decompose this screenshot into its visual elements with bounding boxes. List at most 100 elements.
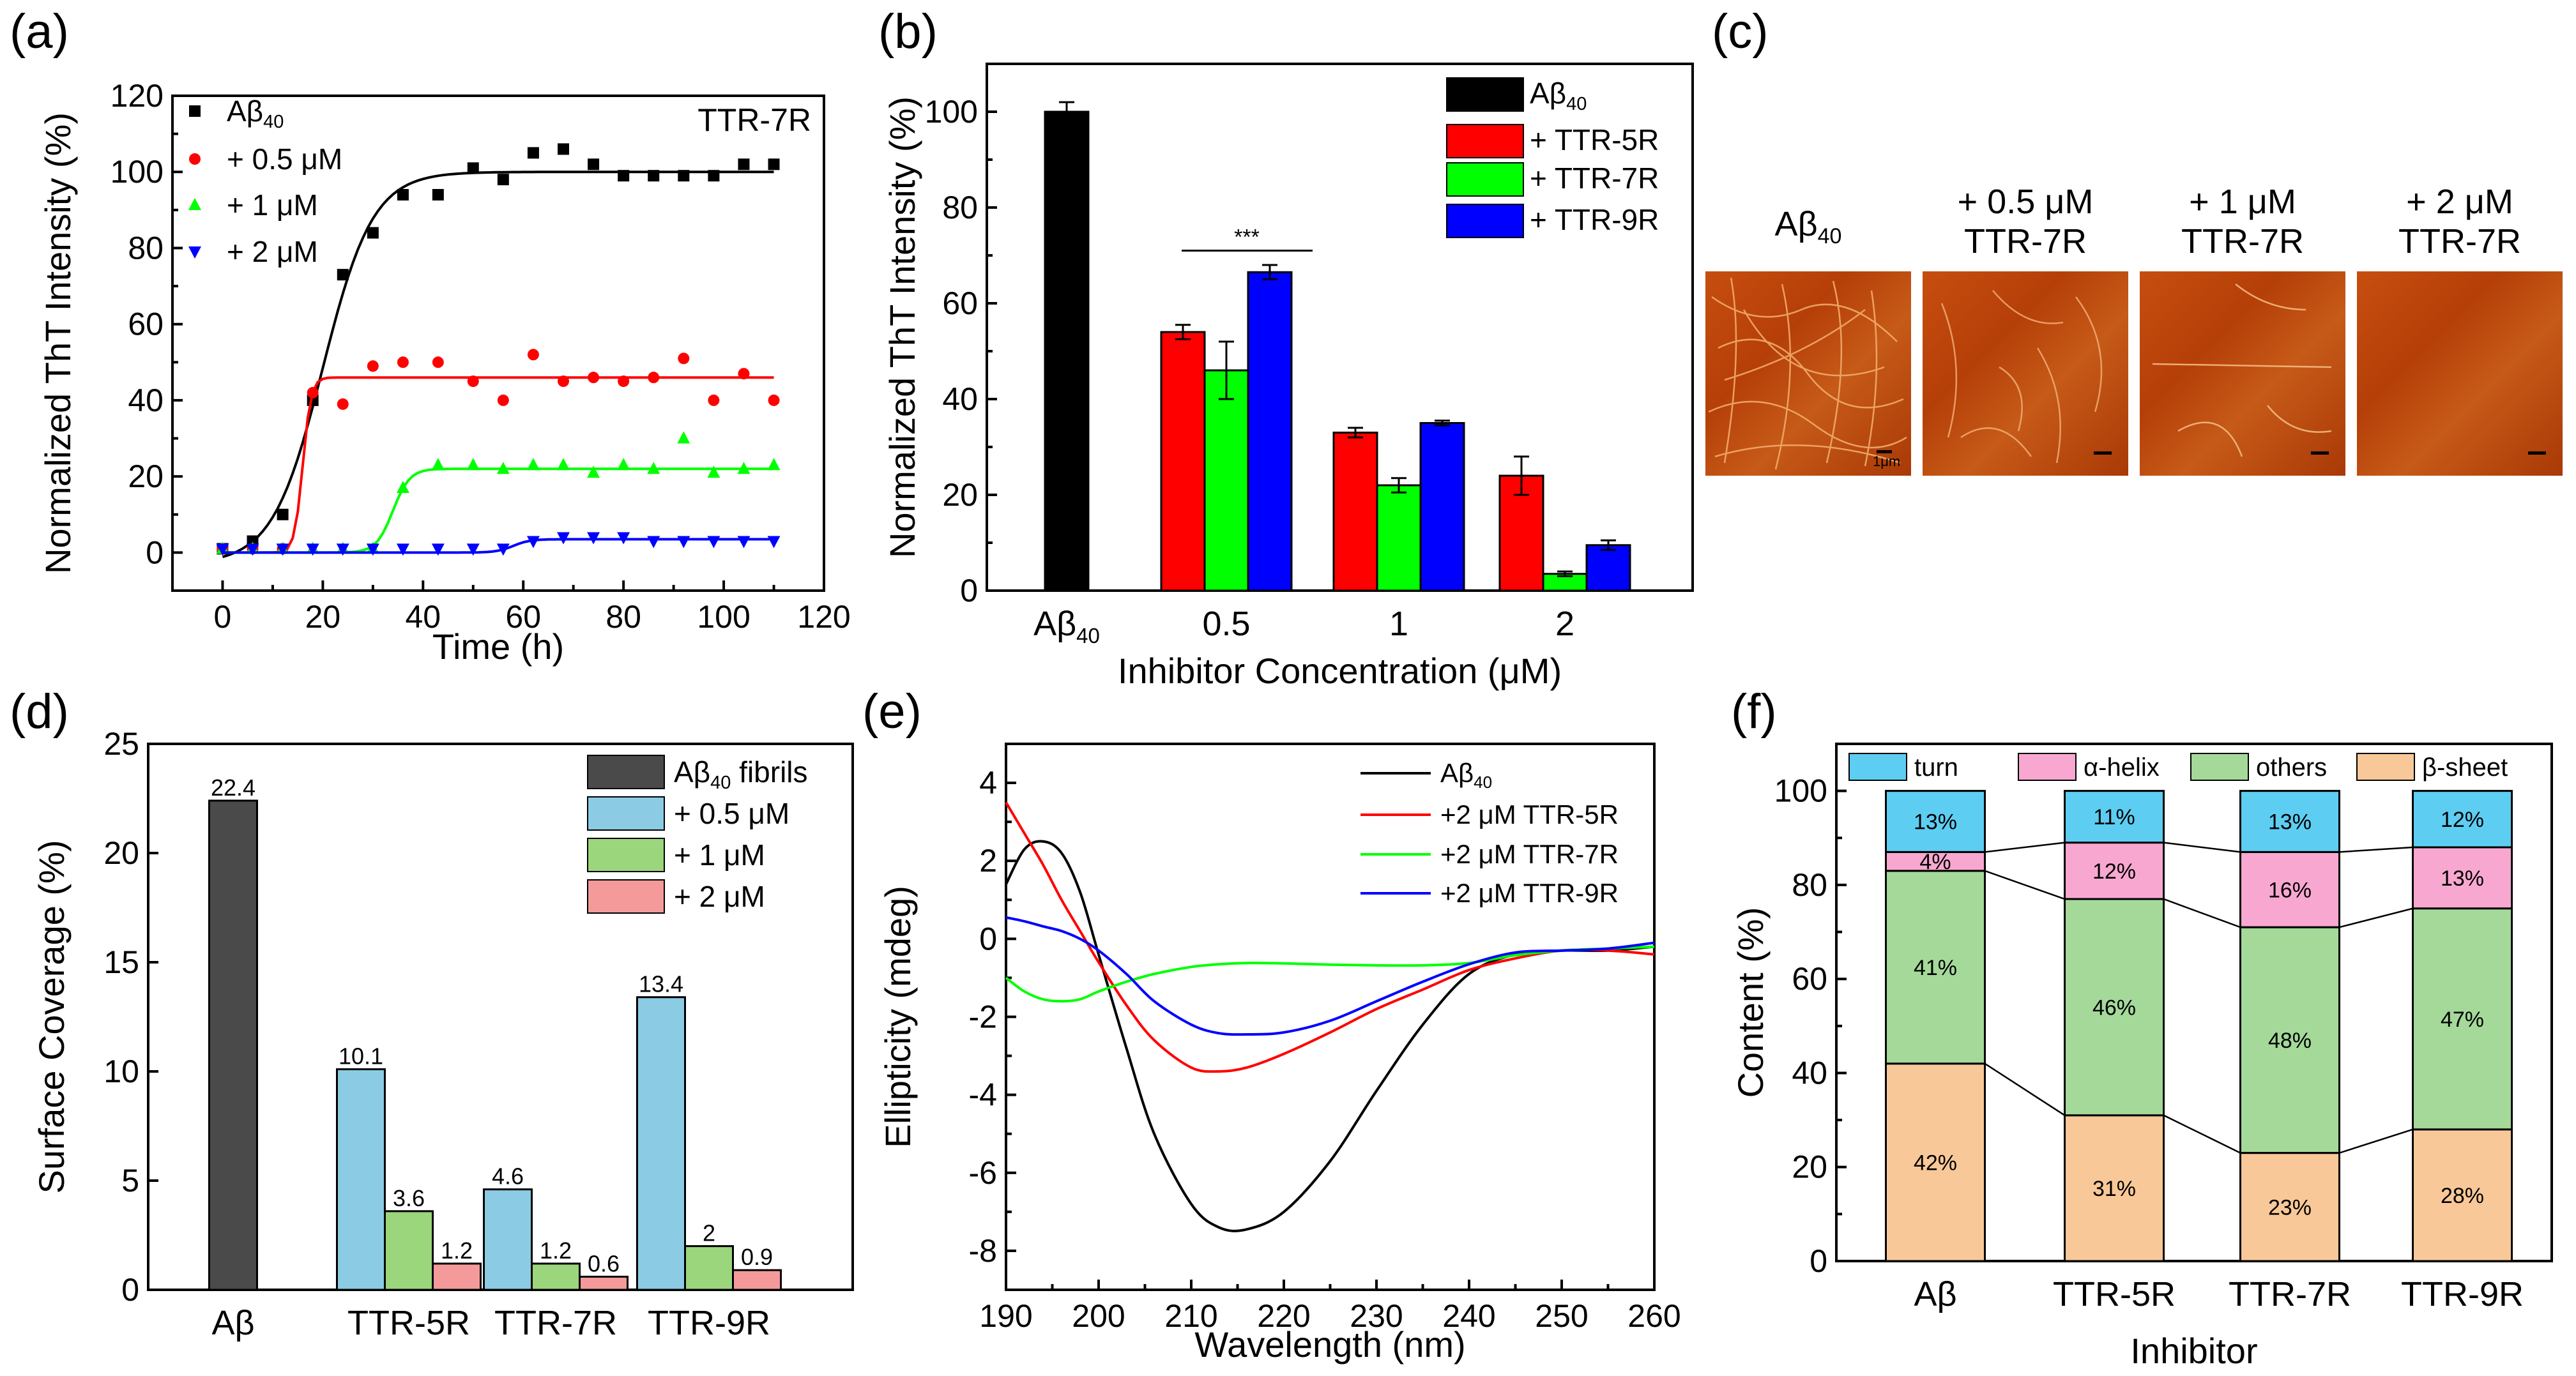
y-axis-label: Normalized ThT Intensity (%) (38, 112, 78, 574)
legend-swatch (587, 838, 665, 872)
bar (1332, 432, 1378, 592)
data-point (587, 532, 600, 545)
bar (384, 1210, 434, 1291)
data-point (526, 536, 540, 548)
data-point (648, 372, 660, 384)
x-tick-label: 120 (797, 599, 850, 635)
data-point (396, 481, 409, 494)
stacked-bar-segment (2239, 851, 2340, 928)
x-tick-label: TTR-5R (2053, 1275, 2176, 1313)
data-point (527, 147, 539, 159)
data-label: 3.6 (393, 1185, 425, 1211)
data-point (307, 387, 319, 398)
x-tick-label: 80 (606, 599, 641, 635)
chart-f: 0 20 40 60 80 100 Content (%) Inhibitor Aβ 42% 41%… (1730, 743, 2553, 1371)
y-tick-label: -6 (969, 1155, 997, 1191)
stacked-bar-segment (1885, 870, 1986, 1065)
segment-label: 48% (2268, 1029, 2312, 1053)
x-tick-label: 190 (979, 1298, 1032, 1334)
x-axis-label: Wavelength (nm) (1194, 1324, 1465, 1365)
data-point (432, 356, 444, 368)
data-point (216, 543, 229, 556)
legend-label: +2 μM TTR-7R (1440, 839, 1619, 869)
data-point (496, 543, 510, 556)
segment-label: 13% (2441, 866, 2484, 891)
stacked-bar-segment (2239, 926, 2340, 1154)
y-tick-label: -2 (969, 999, 997, 1035)
data-point (708, 170, 720, 182)
x-tick-label: Aβ (1914, 1275, 1956, 1313)
y-tick-label: 120 (111, 78, 164, 114)
data-point (647, 536, 660, 548)
data-label: 0.6 (588, 1250, 620, 1276)
legend-marker (189, 153, 201, 165)
bar (432, 1262, 482, 1291)
bar (1160, 331, 1206, 592)
x-tick-label: TTR-9R (648, 1304, 770, 1342)
chart-title: TTR-7R (697, 102, 811, 138)
legend-label: + TTR-7R (1530, 162, 1659, 195)
legend-label: + 2 μM (674, 880, 765, 913)
y-tick-label: 2 (979, 843, 997, 879)
y-tick-label: 80 (1792, 867, 1827, 903)
fibril-texture (2152, 284, 2332, 457)
data-point (767, 536, 781, 548)
y-tick-label: 80 (942, 190, 978, 225)
stacked-bar-segment (2412, 1128, 2513, 1262)
afm-image-0: 1μm (1705, 271, 1911, 476)
scale-bar (2094, 451, 2112, 455)
y-tick-label: 100 (1774, 773, 1827, 809)
data-label: 10.1 (339, 1043, 383, 1070)
legend-label: Aβ40 (1530, 77, 1587, 114)
bar (336, 1068, 386, 1291)
y-tick-label: 0 (960, 573, 978, 609)
stacked-bar-segment (2064, 898, 2165, 1117)
x-tick-label: 1 (1389, 605, 1408, 643)
y-tick-label: -8 (969, 1233, 997, 1269)
scale-bar-label: 1μm (1873, 453, 1900, 469)
chart-d: 0 5 10 15 20 25 Surface Coverage (%) Aβ 22.4 TTR-… (31, 726, 854, 1342)
data-point (396, 543, 409, 556)
data-point (367, 227, 379, 239)
x-tick-label: 240 (1442, 1298, 1495, 1334)
data-point (707, 465, 720, 478)
legend-swatch (587, 796, 665, 831)
fibril-texture (1940, 290, 2112, 464)
legend-swatch (1446, 162, 1524, 197)
plot-frame (171, 95, 825, 592)
segment-label: 16% (2268, 878, 2312, 902)
y-tick-label: 0 (146, 534, 164, 570)
y-tick-label: 60 (128, 306, 164, 342)
x-tick-label: 250 (1535, 1298, 1588, 1334)
y-tick-label: 20 (942, 477, 978, 513)
connector-line (1886, 870, 2512, 928)
series-line (1005, 916, 1655, 1036)
bar (1044, 110, 1090, 592)
plot-frame (1835, 743, 2553, 1262)
x-tick-label: TTR-7R (494, 1304, 617, 1342)
y-tick-label: 10 (103, 1054, 139, 1089)
stacked-bar-segment (2412, 790, 2513, 849)
y-tick-label: 40 (942, 381, 978, 417)
legend-swatch (587, 879, 665, 914)
x-axis-label: Time (h) (432, 626, 564, 667)
legend-label: β-sheet (2422, 753, 2508, 782)
y-tick-label: 60 (1792, 961, 1827, 997)
connector-line (1886, 842, 2512, 853)
series-line (1005, 840, 1655, 1232)
stacked-bar-segment (2412, 907, 2513, 1131)
x-tick-label: Aβ (211, 1304, 254, 1342)
data-point (767, 458, 781, 471)
y-axis-label: Surface Coverage (%) (31, 840, 72, 1193)
x-tick-label: 0 (214, 599, 232, 635)
afm-image-3 (2357, 271, 2563, 476)
x-tick-label: 40 (405, 599, 441, 635)
x-tick-label: 60 (505, 599, 541, 635)
data-point (647, 462, 660, 474)
y-tick-label: 100 (111, 154, 164, 190)
legend-swatch (587, 755, 665, 789)
bar (1247, 271, 1293, 592)
legend-swatch (1446, 124, 1524, 158)
data-point (246, 543, 259, 556)
